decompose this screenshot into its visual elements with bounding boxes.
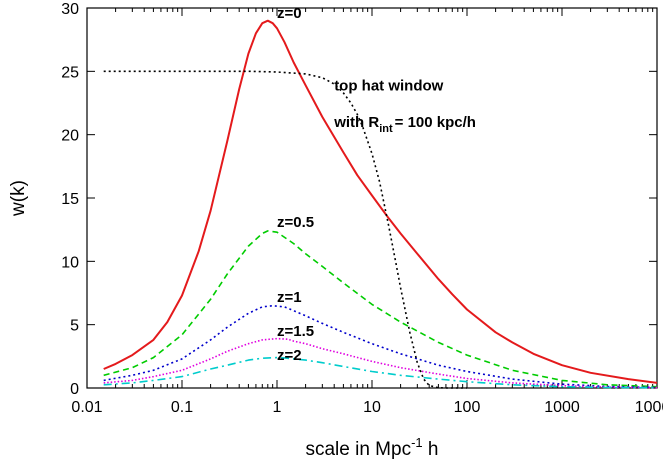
x-tick-label: 1000: [544, 399, 580, 416]
series-line-z-2: [103, 356, 658, 389]
annotation-tail: = 100 kpc/h: [395, 114, 476, 131]
y-tick-label: 10: [61, 254, 79, 271]
x-axis-title-tail: h: [423, 439, 439, 460]
series-line-z-1: [103, 304, 658, 389]
x-tick-label: 0.1: [171, 399, 193, 416]
series-line-z-0-5: [103, 230, 658, 388]
annotation-label: z=0: [277, 5, 302, 22]
annotation-label: z=0.5: [277, 214, 314, 231]
x-tick-label: 1: [273, 399, 282, 416]
annotation-label: z=1.5: [277, 323, 314, 340]
annotation-label: with Rint = 100 kpc/h: [333, 114, 476, 135]
series-line-z-0: [103, 19, 658, 384]
annotation-label: z=1: [277, 289, 302, 306]
annotation-base: with R: [333, 114, 379, 131]
tick-marks: [86, 7, 658, 389]
y-tick-labels: 0 5 10 15 20 25 30: [61, 1, 79, 398]
annotation-label: top hat window: [334, 77, 443, 94]
x-tick-labels: 0.01 0.1 1 10 100 1000 10000: [71, 399, 663, 416]
series-line-z-1-5: [103, 337, 658, 389]
plot-frame: [86, 7, 658, 389]
x-tick-label: 0.01: [71, 399, 102, 416]
y-tick-label: 25: [61, 64, 79, 81]
y-tick-label: 30: [61, 1, 79, 18]
annotation-label: z=2: [277, 347, 302, 364]
y-tick-label: 15: [61, 191, 79, 208]
x-tick-label: 10: [363, 399, 381, 416]
y-tick-label: 20: [61, 128, 79, 145]
x-axis-title-base: scale in Mpc: [305, 439, 411, 460]
y-axis-title: w(k): [8, 180, 29, 217]
y-tick-label: 0: [70, 381, 79, 398]
y-tick-label: 5: [70, 318, 79, 335]
annotations: z=0 z=0.5 z=1 z=1.5 z=2 top hat window with Ri…: [277, 5, 476, 364]
annotation-subscript: int: [379, 123, 393, 135]
series-line-top-hat-window: [103, 70, 467, 389]
x-tick-label: 10000: [635, 399, 663, 416]
x-axis-title-sup: -1: [411, 435, 423, 450]
x-tick-label: 100: [454, 399, 481, 416]
x-axis-title: scale in Mpc-1 h: [305, 435, 438, 460]
series-group: [103, 19, 658, 389]
